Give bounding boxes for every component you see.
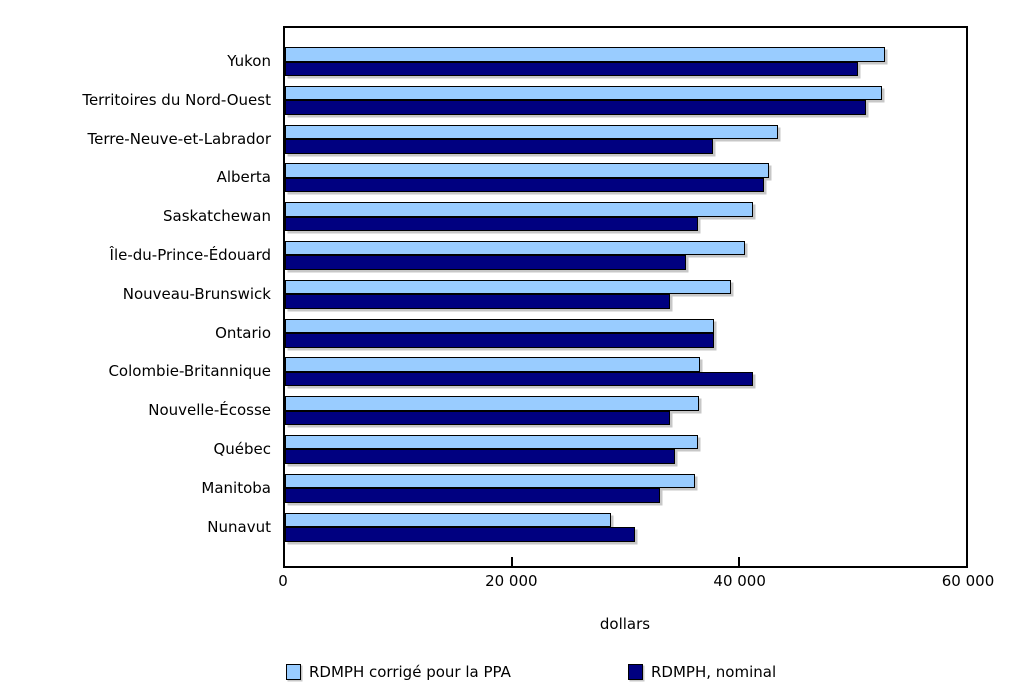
bar-group [285,279,966,309]
bar-nominal [285,410,670,426]
bar-group [285,240,966,270]
category-label: Saskatchewan [163,207,271,226]
bar-ppa-corrige [285,318,715,334]
bars-layer [285,47,966,551]
category-label: Territoires du Nord-Ouest [82,90,271,109]
bar-ppa-corrige [285,124,778,140]
bar-ppa-corrige [285,279,732,295]
bar-group [285,124,966,154]
bar-ppa-corrige [285,202,753,217]
bar-ppa-corrige [285,396,700,411]
category-axis-labels: Yukon Territoires du Nord-Ouest Terre-Neuv… [0,47,271,551]
bar-nominal [285,177,764,193]
bar-group [285,473,966,503]
bar-group [285,85,966,115]
category-label: Yukon [227,52,271,70]
bar-nominal [285,527,635,542]
bar-nominal [285,371,753,387]
bar-group [285,163,966,193]
x-axis-tick-label: 0 [278,572,288,590]
plot-area [283,26,968,568]
bar-nominal [285,294,670,309]
bar-group [285,512,966,542]
bar-nominal [285,216,699,232]
legend-item: RDMPH corrigé pour la PPA [286,663,511,681]
bar-nominal [285,61,859,76]
legend-swatch-icon [286,664,301,680]
bar-group [285,396,966,426]
category-label: Île-du-Prince-Édouard [109,245,271,264]
category-label: Ontario [215,323,271,342]
bar-ppa-corrige [285,473,695,489]
x-axis-tick-label: 60 000 [941,572,995,590]
bar-group [285,357,966,387]
category-label: Nunavut [207,517,271,536]
bar-nominal [285,333,715,348]
x-axis-tick-label: 40 000 [713,572,766,590]
bar-nominal [285,100,867,115]
bar-ppa-corrige [285,434,699,450]
bar-ppa-corrige [285,163,769,178]
category-label: Colombie-Britannique [108,362,271,381]
bar-ppa-corrige [285,85,882,101]
category-label: Manitoba [201,478,271,497]
category-label: Nouvelle-Écosse [148,401,271,420]
category-label: Nouveau-Brunswick [122,284,271,303]
bar-group [285,47,966,76]
x-axis-title: dollars [599,615,651,633]
x-axis-tick-label: 20 000 [485,572,538,590]
category-label: Alberta [216,168,271,187]
x-axis-tick-mark [511,557,513,566]
bar-group [285,202,966,232]
legend-swatch-icon [628,664,643,680]
bar-nominal [285,139,713,154]
legend-item: RDMPH, nominal [628,663,776,681]
bar-ppa-corrige [285,512,611,528]
bar-nominal [285,488,660,503]
bar-group [285,318,966,348]
bar-ppa-corrige [285,357,701,372]
category-label: Terre-Neuve-et-Labrador [87,129,271,148]
bar-ppa-corrige [285,240,745,256]
legend-label: RDMPH, nominal [651,663,777,681]
legend-label: RDMPH corrigé pour la PPA [309,663,511,681]
bar-nominal [285,255,686,270]
bar-ppa-corrige [285,47,886,62]
category-label: Québec [213,439,271,458]
bar-group [285,434,966,464]
x-axis-tick-mark [738,557,740,566]
bar-nominal [285,449,676,464]
